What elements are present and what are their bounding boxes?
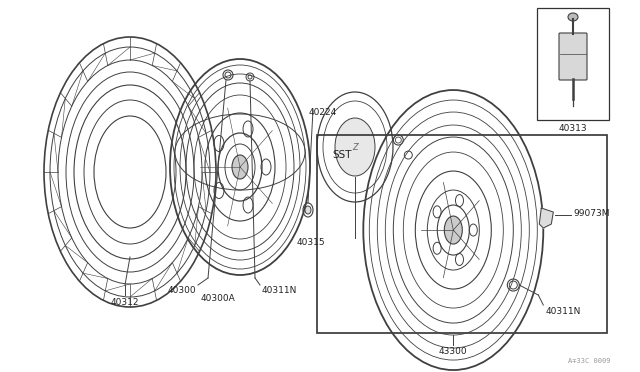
Ellipse shape — [568, 13, 578, 21]
Ellipse shape — [335, 118, 375, 176]
Bar — [317, 135, 607, 333]
Text: 40311N: 40311N — [262, 286, 298, 295]
Polygon shape — [540, 208, 554, 228]
Text: 40311N: 40311N — [545, 307, 580, 316]
Text: 40313: 40313 — [559, 124, 588, 133]
Ellipse shape — [444, 216, 462, 244]
Bar — [537, 8, 609, 120]
Text: 40315: 40315 — [296, 238, 325, 247]
Text: Z: Z — [352, 142, 358, 151]
Text: 40312: 40312 — [111, 298, 140, 307]
Text: 40300: 40300 — [168, 286, 196, 295]
Text: 40224: 40224 — [309, 108, 337, 117]
Text: 40300A: 40300A — [200, 294, 236, 303]
Ellipse shape — [305, 206, 311, 214]
Text: 43300: 43300 — [439, 347, 468, 356]
FancyBboxPatch shape — [559, 33, 587, 80]
Ellipse shape — [232, 155, 248, 179]
Text: SST: SST — [332, 150, 351, 160]
Text: 99073M: 99073M — [573, 209, 610, 218]
Text: A∓33C 0009: A∓33C 0009 — [568, 358, 611, 364]
